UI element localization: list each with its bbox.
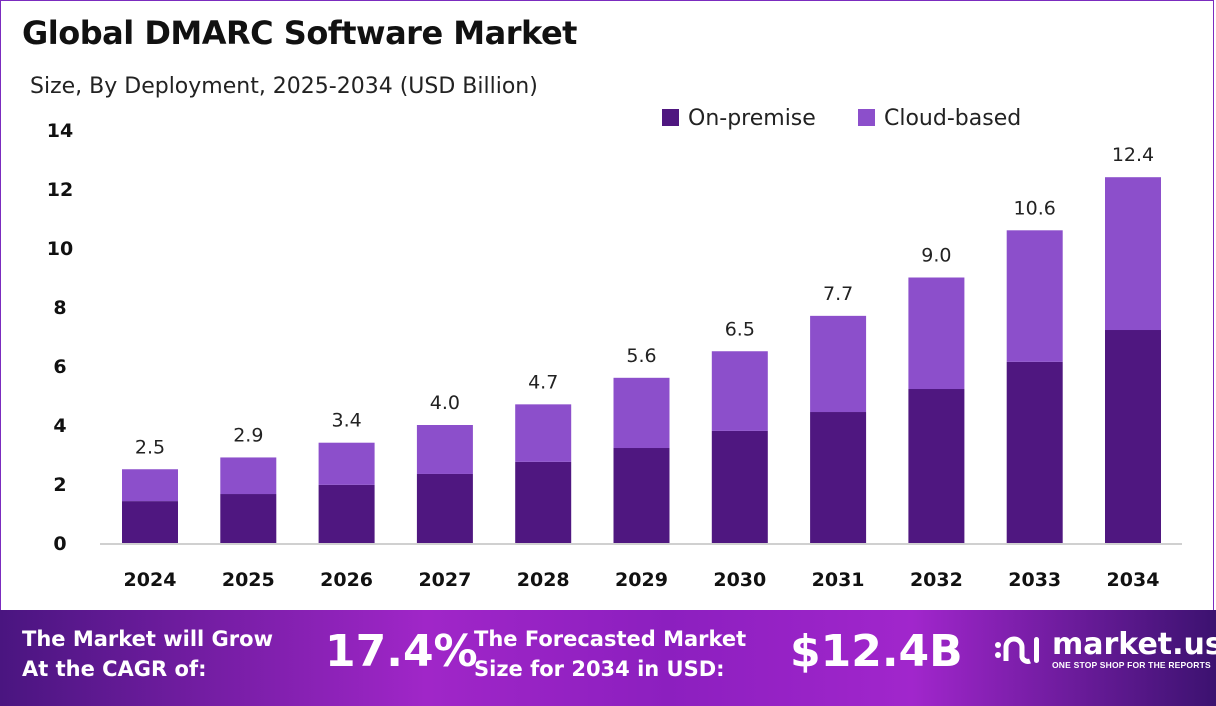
y-tick-label: 12 [47,179,73,201]
data-label-2028: 4.7 [528,371,558,393]
bar-cloud-based-2025 [220,457,277,495]
bar-on-premise-2024 [122,501,178,543]
cagr-label-line1: The Market will Grow [22,627,273,651]
bar-cloud-based-2033 [1006,230,1063,362]
data-label-2030: 6.5 [725,318,755,340]
bar-on-premise-2031 [810,412,867,543]
bar-cloud-based-2031 [810,315,867,413]
bar-cloud-based-2030 [711,351,768,431]
x-tick-label: 2033 [1008,569,1061,591]
data-label-2032: 9.0 [921,245,951,267]
bar-on-premise-2034 [1105,330,1161,543]
forecast-value: $12.4B [790,626,963,677]
footer-banner: The Market will Grow At the CAGR of: 17.… [0,610,1216,706]
bar-cloud-based-2026 [318,442,375,485]
bar-cloud-based-2034 [1105,177,1161,331]
data-label-2031: 7.7 [823,283,853,305]
x-tick-label: 2029 [615,569,668,591]
y-tick-label: 14 [47,120,73,142]
cagr-label-line2: At the CAGR of: [22,657,207,681]
bar-on-premise-2027 [416,473,473,543]
data-label-2025: 2.9 [233,424,263,446]
chart-title: Global DMARC Software Market [22,14,577,52]
bar-on-premise-2033 [1006,361,1063,543]
bar-on-premise-2029 [613,448,670,543]
x-tick-label: 2024 [124,569,177,591]
data-label-2026: 3.4 [331,410,361,432]
chart-frame [0,0,1214,610]
legend-label-0: On-premise [688,106,816,131]
bar-on-premise-2028 [515,461,572,543]
y-tick-label: 6 [53,356,66,378]
bar-on-premise-2026 [318,484,375,543]
legend-label-1: Cloud-based [884,106,1021,131]
bar-cloud-based-2024 [122,469,178,502]
logo-name: market.us [1052,627,1216,662]
logo-tagline: ONE STOP SHOP FOR THE REPORTS [1052,660,1211,670]
data-label-2029: 5.6 [626,345,656,367]
bar-cloud-based-2028 [515,404,572,462]
y-tick-label: 4 [53,415,66,437]
forecast-label-line1: The Forecasted Market [474,627,747,651]
logo-icon [995,636,1039,664]
legend-swatch-0 [662,109,679,126]
forecast-label: The Forecasted Market Size for 2034 in U… [474,624,746,684]
bar-on-premise-2025 [220,494,277,543]
bar-cloud-based-2029 [613,377,670,449]
data-label-2033: 10.6 [1014,197,1056,219]
x-tick-label: 2031 [812,569,865,591]
chart-subtitle: Size, By Deployment, 2025-2034 (USD Bill… [30,74,538,99]
y-tick-label: 0 [53,533,66,555]
data-label-2034: 12.4 [1112,144,1154,166]
cagr-value: 17.4% [325,626,478,677]
data-label-2027: 4.0 [430,392,460,414]
data-label-2024: 2.5 [135,436,165,458]
bar-cloud-based-2027 [416,425,473,474]
bar-on-premise-2030 [711,430,768,543]
bar-cloud-based-2032 [908,277,965,390]
x-tick-label: 2025 [222,569,275,591]
legend-swatch-1 [858,109,875,126]
x-tick-label: 2028 [517,569,570,591]
y-tick-label: 10 [47,238,73,260]
y-tick-label: 8 [53,297,66,319]
x-tick-label: 2030 [713,569,766,591]
x-tick-label: 2032 [910,569,963,591]
x-tick-label: 2027 [418,569,471,591]
forecast-label-line2: Size for 2034 in USD: [474,657,725,681]
market-us-logo: market.us ONE STOP SHOP FOR THE REPORTS [992,630,1216,671]
stacked-bar-chart: 0 2 4 6 8 10 12 14 2.5 2024 2.9 2025 3.4 2026 4.0 2027 4… [47,106,1182,591]
x-tick-label: 2026 [320,569,373,591]
x-tick-label: 2034 [1107,569,1160,591]
y-tick-label: 2 [53,474,66,496]
cagr-label: The Market will Grow At the CAGR of: [22,624,273,684]
bar-on-premise-2032 [908,389,965,543]
